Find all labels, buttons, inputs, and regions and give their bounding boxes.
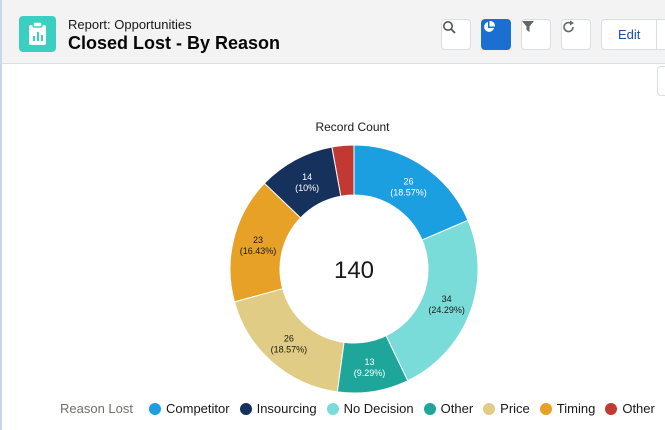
legend-item[interactable]: Insourcing (239, 401, 317, 416)
legend-label: Price (500, 401, 530, 416)
legend-label: Insourcing (256, 401, 317, 416)
legend-swatch (539, 402, 552, 415)
slice-percent-label: (10%) (295, 183, 319, 193)
donut-slice-competitor[interactable] (353, 144, 469, 241)
report-type: Report: Opportunities (68, 17, 192, 32)
edit-button[interactable]: Edit (601, 19, 665, 50)
slice-percent-label: (24.29%) (428, 305, 465, 315)
legend-label: Other (440, 401, 474, 416)
legend-label: Other (622, 401, 655, 416)
filter-button[interactable] (521, 19, 551, 50)
slice-percent-label: (9.29%) (354, 368, 386, 378)
side-panel-toggle[interactable] (657, 66, 665, 96)
legend-swatch (423, 402, 436, 415)
legend-swatch (605, 402, 618, 415)
search-icon (443, 21, 456, 34)
legend-title: Reason Lost (60, 401, 133, 416)
legend-swatch (239, 402, 252, 415)
total-count: 140 (334, 257, 374, 284)
legend-swatch (149, 402, 161, 415)
filter-icon (522, 21, 534, 32)
slice-value-label: 23 (253, 235, 263, 245)
pie-chart-icon (484, 20, 496, 32)
donut-slice-timing[interactable] (229, 182, 302, 303)
legend-swatch (326, 402, 339, 415)
report-app-icon (19, 16, 56, 52)
chart-title: Record Count (315, 120, 390, 134)
search-button[interactable] (441, 19, 471, 50)
donut-slice-no-decision[interactable] (385, 219, 479, 382)
legend-item[interactable]: No Decision (326, 401, 414, 416)
slice-value-label: 14 (302, 172, 312, 182)
donut-slice-other[interactable] (336, 335, 409, 394)
chart-toggle-button[interactable] (481, 19, 511, 50)
legend-label: Timing (556, 401, 596, 416)
legend-item[interactable]: Price (483, 401, 530, 416)
left-border (0, 64, 2, 430)
slice-percent-label: (16.43%) (240, 246, 277, 256)
refresh-icon (563, 20, 574, 33)
slice-percent-label: (18.57%) (390, 187, 427, 197)
slice-value-label: 26 (404, 176, 414, 186)
report-header: Report: Opportunities Closed Lost - By R… (0, 0, 665, 64)
chart-legend: Reason Lost Competitor Insourcing No Decis… (60, 401, 665, 416)
legend-item[interactable]: Competitor (149, 401, 230, 416)
slice-value-label: 34 (442, 294, 452, 304)
slice-value-label: 13 (364, 357, 374, 367)
slice-percent-label: (18.57%) (271, 345, 308, 355)
legend-item[interactable]: Other (423, 401, 474, 416)
donut-slice-price[interactable] (233, 288, 345, 393)
legend-item[interactable]: Other (605, 401, 655, 416)
legend-item[interactable]: Timing (539, 401, 596, 416)
page-title: Closed Lost - By Reason (68, 33, 281, 53)
refresh-button[interactable] (561, 19, 591, 50)
legend-label: No Decision (343, 401, 414, 416)
slice-value-label: 26 (284, 334, 294, 344)
legend-label: Competitor (166, 401, 230, 416)
donut-slice-insourcing[interactable] (263, 146, 342, 219)
legend-swatch (483, 402, 496, 415)
